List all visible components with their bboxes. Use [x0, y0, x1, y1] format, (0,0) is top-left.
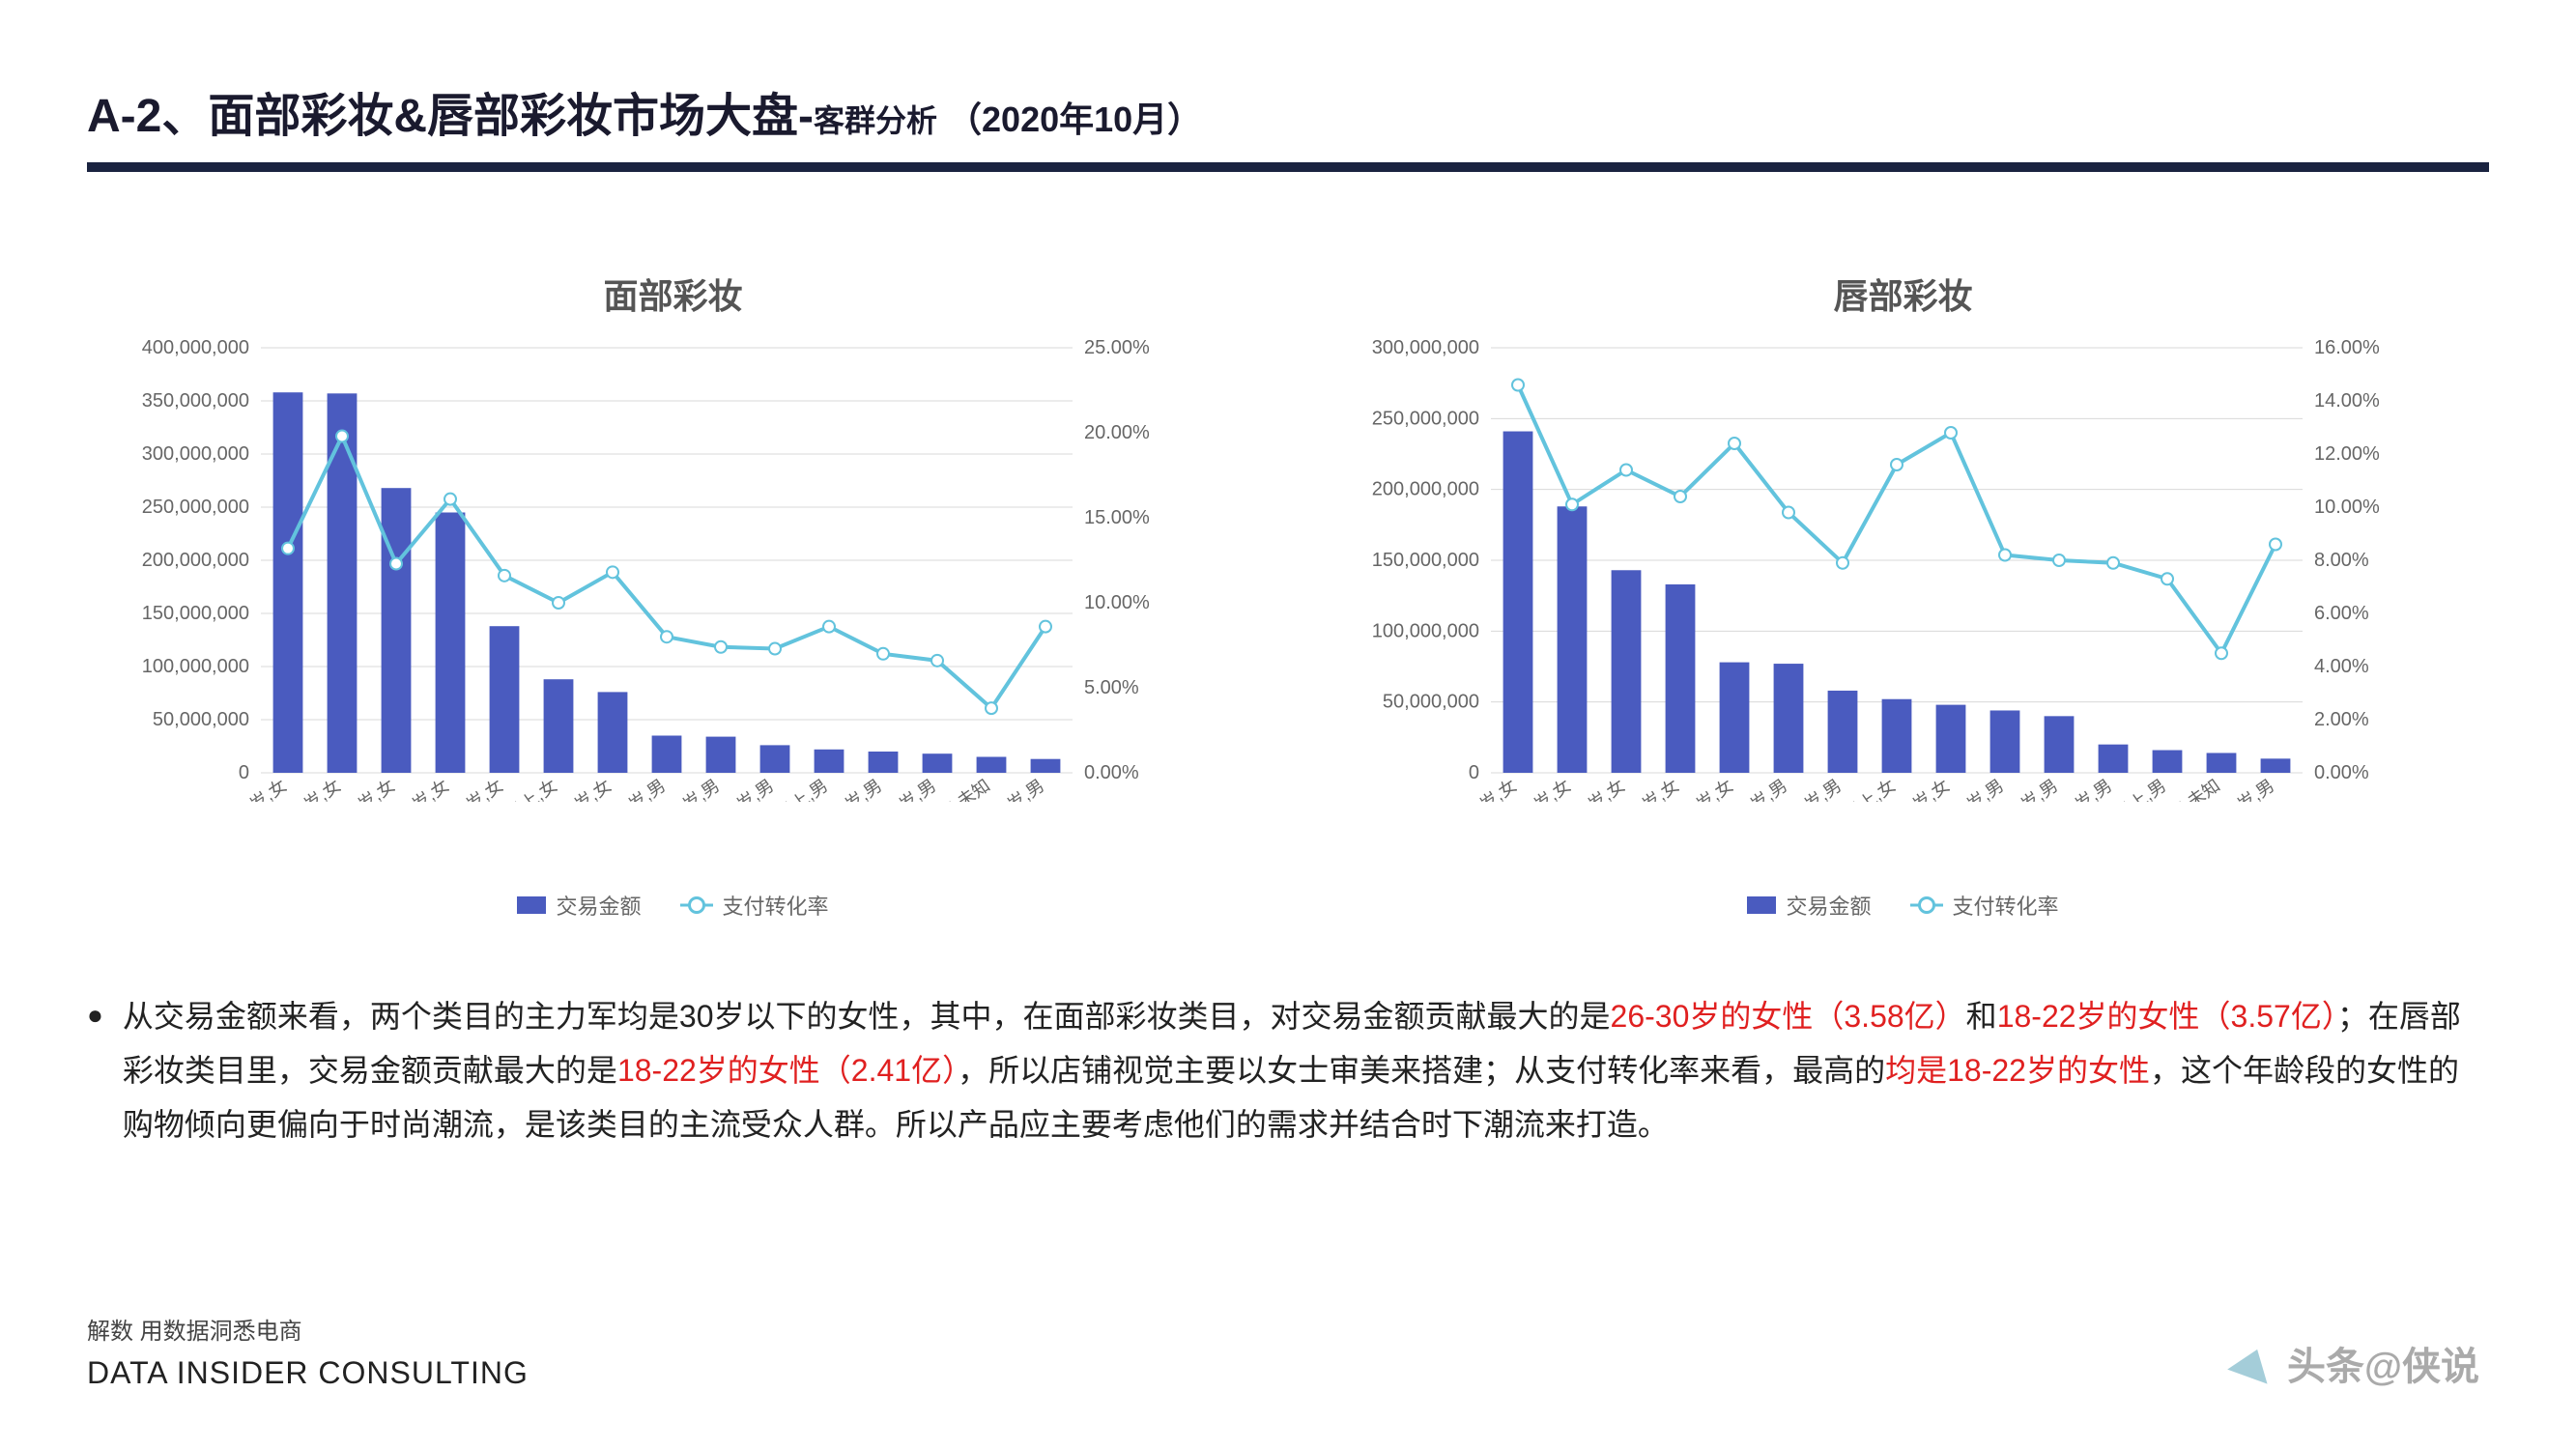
watermark: 头条@侠说 [2231, 1335, 2479, 1391]
chart-left-svg: 0 50,000,000 100,000,000 150,000,000 200,000… [87, 338, 1198, 802]
legend-bar-label: 交易金额 [1786, 890, 1871, 921]
svg-text:250,000,000: 250,000,000 [1372, 408, 1479, 429]
svg-text:10.00%: 10.00% [1084, 592, 1150, 613]
legend-bar-label: 交易金额 [556, 890, 641, 921]
watermark-triangle-icon [2227, 1342, 2277, 1383]
chart-lip-makeup: 唇部彩妆 0 50,000,000 100,000,000 150,000,000 20… [1317, 269, 2489, 922]
charts-row: 面部彩妆 0 50,000,000 100,000,000 150,000,000 20… [87, 269, 2489, 922]
svg-text:26-30岁,女: 26-30岁,女 [211, 776, 291, 802]
svg-text:20.00%: 20.00% [1084, 422, 1150, 443]
legend-line-label: 支付转化率 [723, 890, 829, 921]
title-prefix: A-2、 [87, 77, 208, 145]
svg-text:150,000,000: 150,000,000 [1372, 550, 1479, 571]
legend-line: 支付转化率 [1910, 889, 2059, 922]
svg-text:50,000,000: 50,000,000 [1383, 692, 1479, 713]
svg-text:150,000,000: 150,000,000 [142, 603, 249, 624]
legend-bar: 交易金额 [1747, 889, 1871, 922]
svg-text:0.00%: 0.00% [1084, 762, 1139, 783]
svg-text:350,000,000: 350,000,000 [142, 390, 249, 412]
chart-right-title: 唇部彩妆 [1317, 269, 2489, 319]
legend-bar-swatch [517, 896, 546, 914]
bullet-text: 从交易金额来看，两个类目的主力军均是30岁以下的女性，其中，在面部彩妆类目，对交… [123, 989, 2489, 1151]
svg-text:18-22岁,女: 18-22岁,女 [1441, 776, 1521, 802]
footer-cn: 解数 用数据洞悉电商 [87, 1312, 529, 1346]
svg-text:200,000,000: 200,000,000 [1372, 479, 1479, 500]
svg-text:0: 0 [1469, 762, 1479, 783]
svg-text:8.00%: 8.00% [2314, 550, 2369, 571]
title-sub: 客群分析 [814, 97, 937, 141]
legend-line: 支付转化率 [680, 889, 829, 922]
footer-en: DATA INSIDER CONSULTING [87, 1355, 529, 1391]
svg-text:100,000,000: 100,000,000 [1372, 620, 1479, 641]
svg-text:4.00%: 4.00% [2314, 656, 2369, 677]
slide-header: A-2、 面部彩妆&唇部彩妆市场大盘- 客群分析 （2020年10月） [87, 77, 2489, 172]
svg-text:400,000,000: 400,000,000 [142, 338, 249, 358]
svg-text:16.00%: 16.00% [2314, 338, 2380, 358]
svg-text:50,000,000: 50,000,000 [153, 709, 249, 730]
svg-text:12.00%: 12.00% [2314, 443, 2380, 465]
bullet-dot-icon: ● [87, 989, 103, 1151]
svg-text:5.00%: 5.00% [1084, 677, 1139, 698]
svg-text:100,000,000: 100,000,000 [142, 656, 249, 677]
legend-bar-swatch [1747, 896, 1776, 914]
legend-line-label: 支付转化率 [1953, 890, 2059, 921]
watermark-text: 头条@侠说 [2287, 1335, 2479, 1391]
chart-left-legend: 交易金额 支付转化率 [87, 889, 1259, 922]
title-main: 面部彩妆&唇部彩妆市场大盘- [208, 77, 814, 145]
svg-text:2.00%: 2.00% [2314, 709, 2369, 730]
svg-text:25.00%: 25.00% [1084, 338, 1150, 358]
slide-title: A-2、 面部彩妆&唇部彩妆市场大盘- 客群分析 （2020年10月） [87, 77, 2489, 145]
svg-text:6.00%: 6.00% [2314, 603, 2369, 624]
footer: 解数 用数据洞悉电商 DATA INSIDER CONSULTING [87, 1312, 529, 1391]
svg-text:0: 0 [239, 762, 249, 783]
chart-right-svg: 0 50,000,000 100,000,000 150,000,000 200,000… [1317, 338, 2428, 802]
title-date: （2020年10月） [947, 92, 1202, 142]
svg-text:14.00%: 14.00% [2314, 390, 2380, 412]
legend-line-swatch [680, 889, 713, 922]
svg-text:300,000,000: 300,000,000 [1372, 338, 1479, 358]
legend-line-swatch [1910, 889, 1943, 922]
chart-face-makeup: 面部彩妆 0 50,000,000 100,000,000 150,000,000 20… [87, 269, 1259, 922]
analysis-bullet: ● 从交易金额来看，两个类目的主力军均是30岁以下的女性，其中，在面部彩妆类目，… [87, 989, 2489, 1151]
svg-text:200,000,000: 200,000,000 [142, 550, 249, 571]
svg-text:10.00%: 10.00% [2314, 497, 2380, 518]
chart-left-title: 面部彩妆 [87, 269, 1259, 319]
svg-text:0.00%: 0.00% [2314, 762, 2369, 783]
legend-bar: 交易金额 [517, 889, 641, 922]
svg-text:300,000,000: 300,000,000 [142, 443, 249, 465]
chart-right-legend: 交易金额 支付转化率 [1317, 889, 2489, 922]
svg-text:250,000,000: 250,000,000 [142, 497, 249, 518]
svg-text:15.00%: 15.00% [1084, 507, 1150, 528]
title-divider [87, 162, 2489, 172]
